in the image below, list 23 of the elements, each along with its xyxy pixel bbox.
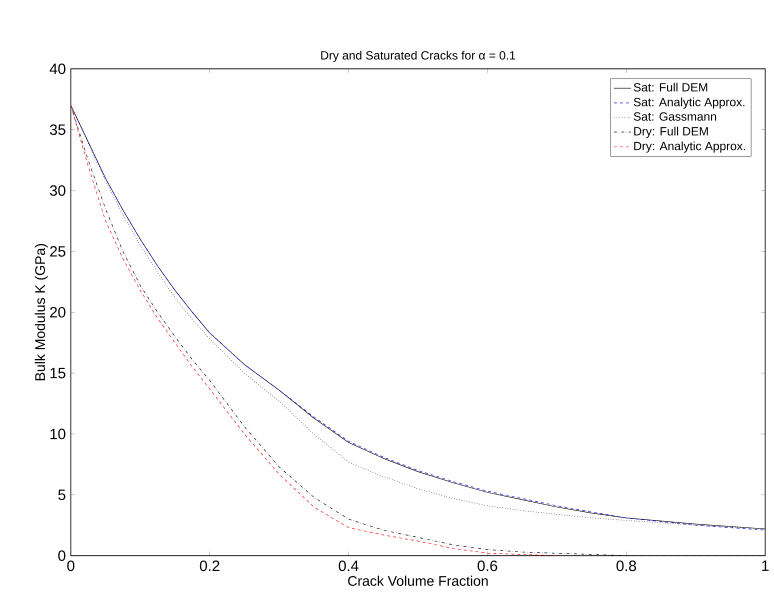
legend-label: Dry: Analytic Approx.: [634, 142, 746, 153]
y-tick-label: 0: [58, 550, 66, 562]
x-axis-title: Crack Volume Fraction: [348, 576, 488, 586]
x-tick-label: 0.6: [478, 560, 498, 572]
x-tick-label: 0: [67, 560, 74, 572]
x-tick-label: 0.2: [200, 560, 220, 572]
x-tick-label: 0.8: [616, 560, 636, 572]
y-tick-label: 15: [50, 368, 66, 379]
legend-label: Sat: Full DEM: [634, 83, 708, 92]
x-tick-label: 0.4: [338, 560, 359, 572]
y-tick-label: 20: [50, 307, 66, 318]
chart-title: Dry and Saturated Cracks for α = 0.1: [321, 51, 516, 62]
y-tick-label: 5: [58, 490, 66, 500]
legend-label: Dry: Full DEM: [634, 126, 708, 138]
y-tick-label: 10: [50, 428, 66, 440]
y-axis-title: Bulk Modulus K (GPa): [34, 244, 48, 380]
legend-label: Sat: Analytic Approx.: [634, 98, 744, 109]
y-tick-label: 35: [50, 124, 66, 136]
y-tick-label: 30: [50, 185, 66, 196]
x-tick-label: 1: [762, 560, 769, 572]
y-tick-label: 25: [50, 246, 66, 257]
y-tick-label: 40: [50, 64, 66, 74]
legend-label: Sat: Gassmann: [634, 112, 716, 121]
